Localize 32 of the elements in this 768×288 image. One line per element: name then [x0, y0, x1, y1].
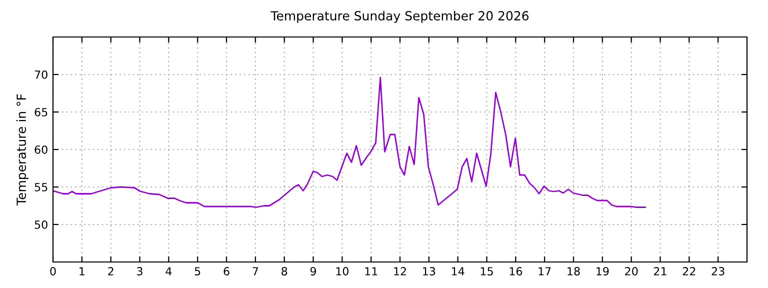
x-tick-label: 16: [510, 267, 522, 276]
x-tick-label: 18: [568, 267, 580, 276]
x-tick-label: 7: [252, 267, 258, 276]
x-tick-label: 3: [137, 267, 142, 276]
x-tick-label: 14: [452, 267, 464, 276]
y-axis-title: Temperature in °F: [16, 94, 28, 206]
x-tick-label: 1: [80, 267, 84, 276]
x-tick-label: 19: [596, 267, 609, 276]
x-tick-label: 15: [480, 267, 493, 276]
x-tick-label: 0: [50, 267, 56, 276]
line-series: [53, 76, 646, 208]
x-tick-label: 9: [310, 267, 316, 276]
x-tick-label: 8: [282, 267, 288, 276]
x-tick-label: 5: [194, 267, 200, 276]
x-tick-label: 4: [166, 267, 172, 276]
x-tick-label: 21: [654, 267, 666, 276]
y-tick-label: 60: [34, 145, 48, 154]
x-tick-label: 23: [712, 267, 724, 276]
y-tick-label: 50: [34, 220, 48, 229]
y-tick-label: 70: [34, 70, 48, 79]
x-tick-label: 2: [108, 267, 114, 276]
x-tick-label: 10: [336, 267, 348, 276]
x-tick-label: 20: [625, 267, 638, 276]
y-tick-label: 55: [34, 183, 48, 192]
x-tick-label: 13: [423, 267, 436, 276]
x-tick-label: 6: [224, 267, 230, 276]
y-tick-label: 65: [34, 108, 48, 116]
x-tick-label: 11: [365, 267, 378, 276]
chart-title: Temperature Sunday September 20 2026: [270, 10, 529, 23]
x-tick-label: 17: [538, 267, 551, 276]
x-tick-label: 22: [682, 267, 696, 276]
x-tick-label: 12: [394, 267, 406, 276]
